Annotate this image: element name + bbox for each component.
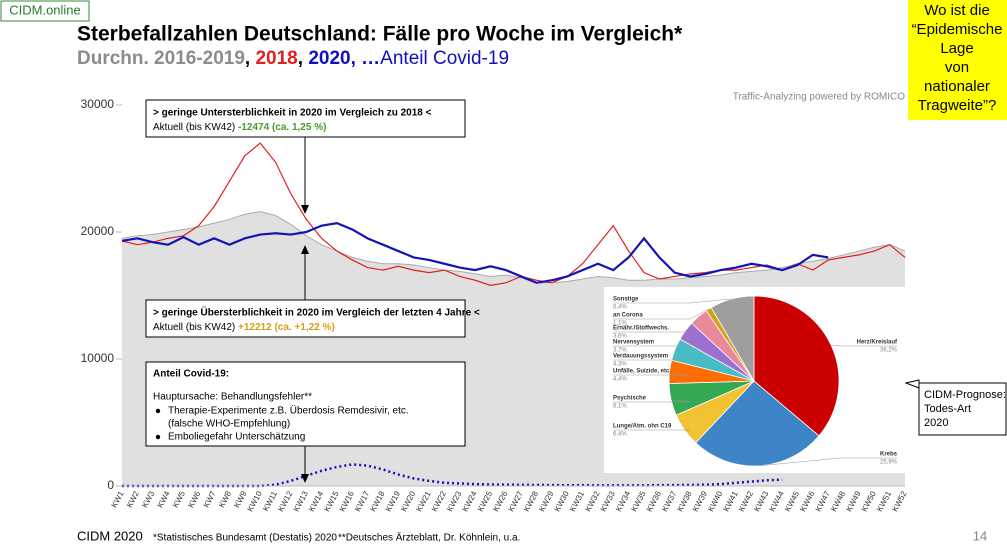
leader-line xyxy=(613,371,691,376)
prognosis-line: CIDM-Prognose: xyxy=(924,389,1006,401)
pie-label: an Corona xyxy=(613,313,643,319)
leader-line xyxy=(758,457,897,467)
annotation-head: > geringe Untersterblichkeit in 2020 im … xyxy=(153,108,432,119)
footer-brand: CIDM 2020 xyxy=(77,528,143,543)
prognosis-box xyxy=(918,382,1007,436)
subtitle-part: 2020 xyxy=(308,48,350,69)
arrowhead xyxy=(301,205,309,214)
page-number: 14 xyxy=(973,528,987,543)
annotation-value: +12212 (ca. +1,22 %) xyxy=(238,322,335,333)
subtitle-part: Durchn. 2016-2019 xyxy=(77,48,245,69)
bullet-dot xyxy=(155,408,161,414)
pie-slice xyxy=(753,295,840,437)
subtitle-part: , xyxy=(298,48,309,69)
pie-value-label: 1,1% xyxy=(613,321,627,327)
leader-line xyxy=(613,308,709,320)
annotation-text: Aktuell (bis KW42) +12212 (ca. +1,22 %) xyxy=(153,322,335,333)
prognosis-line: Todes-Art xyxy=(924,403,971,415)
question-line: von xyxy=(945,59,969,76)
pie-value-label: 4,4% xyxy=(613,377,627,383)
y-tick-label: 10000 xyxy=(81,351,115,365)
leader-line xyxy=(613,298,732,304)
pie-label: Krebs xyxy=(880,452,898,458)
leader-line xyxy=(613,316,699,333)
pie-label: Psychische xyxy=(613,396,647,402)
annotation-head: Anteil Covid-19: xyxy=(153,369,229,380)
y-tick-label: 20000 xyxy=(81,224,115,238)
question-line: Lage xyxy=(940,40,973,57)
footer-source: *Statistisches Bundesamt (Destatis) 2020 xyxy=(153,533,337,544)
pie-value-label: 25,9% xyxy=(880,460,898,466)
question-line: Tragweite”? xyxy=(918,97,997,114)
arrowhead xyxy=(301,245,309,254)
footer-source: **Deutsches Ärzteblatt, Dr. Köhnlein, u.… xyxy=(338,532,520,544)
question: Wo ist die “Epidemische Lage von nationaler T… xyxy=(912,2,1003,114)
question-box xyxy=(908,0,1007,120)
pie-value-label: 6,4% xyxy=(613,432,627,438)
bullet-text: (falsche WHO-Empfehlung) xyxy=(168,419,290,430)
pie-label: Lunge/Atm. ohn C19 xyxy=(613,424,672,430)
pie-value-label: 3,7% xyxy=(613,348,627,354)
annotation-box xyxy=(145,299,466,338)
brand: CIDM.online xyxy=(9,2,81,17)
callout-pointer xyxy=(904,379,920,389)
pie-value-label: 4,3% xyxy=(613,362,627,368)
traffic-note: Traffic-Analyzing powered by ROMICO xyxy=(733,92,906,103)
pie-value-label: 8,4% xyxy=(613,305,627,311)
subtitle-part: 2018 xyxy=(255,48,297,69)
bullet-text: Emboliegefahr Unterschätzung xyxy=(168,432,305,443)
pie-slice xyxy=(695,380,820,467)
pie-label: Verdauungssystem xyxy=(613,354,668,360)
subtitle-part: , xyxy=(245,48,256,69)
y-tick-label: 30000 xyxy=(81,97,115,111)
pie-value-label: 3,6% xyxy=(613,334,627,340)
annotation-box xyxy=(145,361,466,447)
question-line: Wo ist die xyxy=(924,2,990,19)
bullet-dot xyxy=(155,434,161,440)
leader-line xyxy=(831,344,897,347)
pie-label: Sonstige xyxy=(613,297,639,303)
brand-box xyxy=(0,0,90,22)
prognosis-line: 2020 xyxy=(924,417,948,429)
pie-label: Unfälle, Suizide, etc. xyxy=(613,369,671,375)
annotation-label: Aktuell (bis KW42) xyxy=(153,322,238,333)
chart-subtitle: Durchn. 2016-2019, 2018, 2020, …Anteil C… xyxy=(77,48,509,69)
annotation-text: Hauptursache: Behandlungsfehler** xyxy=(153,392,312,403)
annotation-text: Aktuell (bis KW42) -12474 (ca. 1,25 %) xyxy=(153,122,326,133)
leader-line xyxy=(613,349,691,361)
arrowhead xyxy=(301,474,309,483)
chart-title: Sterbefallzahlen Deutschland: Fälle pro … xyxy=(77,23,683,46)
question-line: “Epidemische xyxy=(912,21,1003,38)
pie-value-label: 36,2% xyxy=(880,348,898,354)
pie-chart: Herz/Kreislauf 36,2% Krebs 25,9% Lunge/Atm. … xyxy=(604,287,905,473)
line xyxy=(121,221,829,284)
bullet-text: Therapie-Experimente z.B. Überdosis Remd… xyxy=(168,405,409,417)
subtitle-part: Anteil Covid-19 xyxy=(380,48,509,69)
question-line: nationaler xyxy=(924,78,990,95)
y-tick-label: 0 xyxy=(107,478,114,492)
prognosis: CIDM-Prognose: Todes-Art 2020 xyxy=(924,389,1006,429)
annotation-head: > geringe Übersterblichkeit in 2020 im V… xyxy=(153,306,480,319)
subtitle-part: , … xyxy=(351,48,381,69)
pie-value-label: 6,1% xyxy=(613,404,627,410)
annotation-label: Aktuell (bis KW42) xyxy=(153,122,238,133)
annotation-value: -12474 (ca. 1,25 %) xyxy=(238,122,326,133)
bullets: Therapie-Experimente z.B. Überdosis Remd… xyxy=(155,405,409,443)
pie-label: Ernähr./Stoffwechs. xyxy=(613,326,669,332)
leader-line xyxy=(613,330,691,347)
pie-label: Herz/Kreislauf xyxy=(857,340,898,346)
pie-label: Nervensystem xyxy=(613,340,654,346)
pie-slice xyxy=(710,295,755,383)
leader-line xyxy=(613,399,691,403)
annotation-box xyxy=(145,99,466,138)
